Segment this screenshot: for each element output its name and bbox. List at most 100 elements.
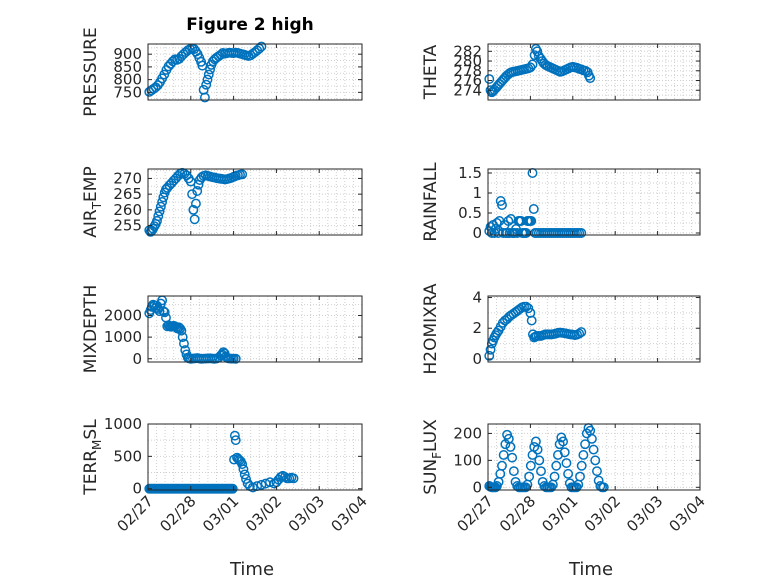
subplot-8: 0 100 200 SUNFLUX 02/27 02/28 03/01 03/02 03/03 0…: [421, 419, 709, 580]
data-point: [265, 477, 275, 488]
y-axis-label: MIXDEPTH: [81, 285, 101, 374]
data-point: [551, 460, 562, 471]
data-point: [189, 214, 200, 225]
y-tick-label: 1.5: [458, 164, 482, 182]
y-axis-label: AIRTEMP: [81, 166, 104, 237]
y-tick-label: 0: [472, 224, 482, 242]
data-point: [203, 69, 214, 80]
data-point: [586, 433, 597, 444]
data-point: [576, 228, 587, 238]
data-point: [227, 483, 238, 494]
data-point: [525, 62, 536, 73]
y-tick-label: 2000: [104, 306, 142, 324]
data-point: [157, 197, 168, 207]
y-tick-label: 0: [472, 478, 482, 496]
series-markers: [484, 301, 587, 361]
data-point: [484, 74, 495, 85]
data-point: [524, 471, 535, 482]
series-markers: [144, 430, 299, 494]
data-point: [563, 468, 574, 479]
data-point: [588, 444, 599, 455]
series-markers: [484, 43, 596, 98]
y-tick-label: 500: [113, 447, 142, 465]
axes-box: [487, 295, 701, 363]
data-point: [497, 460, 507, 471]
y-tick-label: 900: [113, 45, 142, 63]
x-axis-label: Time: [229, 559, 274, 580]
series-markers: [144, 295, 241, 364]
y-tick-label: 274: [453, 81, 482, 99]
y-tick-label: 200: [453, 424, 482, 442]
axes-box: [147, 423, 363, 491]
data-point: [536, 466, 546, 477]
x-tick-label: 02/27: [114, 492, 157, 535]
data-point: [199, 92, 210, 103]
x-tick-label: 02/27: [454, 492, 497, 535]
data-point: [526, 315, 537, 326]
data-point: [237, 169, 248, 180]
y-tick-label: 265: [113, 185, 142, 203]
data-point: [152, 215, 162, 226]
data-point: [498, 450, 509, 460]
y-tick-label: 850: [113, 58, 142, 76]
plot-area: [148, 424, 362, 490]
data-point: [256, 479, 267, 490]
data-point: [159, 307, 170, 318]
x-tick-label: 03/02: [242, 492, 285, 535]
data-point: [558, 436, 568, 447]
y-tick-label: 0: [132, 480, 142, 498]
y-tick-label: 270: [113, 169, 142, 187]
data-point: [549, 471, 560, 482]
y-axis-label: H2OMIXRA: [421, 283, 441, 374]
axes-box: [487, 423, 701, 491]
y-tick-label: 0: [472, 350, 482, 368]
data-point: [598, 482, 609, 493]
data-point: [590, 455, 601, 466]
y-tick-label: 2: [472, 319, 482, 337]
data-point: [175, 323, 186, 334]
data-point: [497, 200, 507, 210]
axes-box: [147, 43, 363, 101]
data-point: [177, 332, 188, 343]
y-axis-label: PRESSURE: [81, 27, 101, 116]
series-markers: [144, 167, 248, 237]
x-tick-label: 02/28: [156, 492, 199, 535]
x-tick-label: 02/28: [496, 492, 539, 535]
data-point: [237, 459, 248, 470]
data-point: [153, 211, 164, 222]
y-tick-label: 750: [113, 83, 142, 101]
data-point: [192, 186, 203, 196]
data-point: [205, 64, 216, 75]
x-tick-label: 03/02: [581, 492, 624, 535]
y-tick-label: 1: [472, 184, 482, 202]
data-point: [230, 435, 241, 446]
chart-title: Figure 2 high: [186, 15, 314, 35]
data-point: [247, 482, 258, 493]
data-point: [239, 469, 250, 480]
data-point: [525, 460, 536, 471]
x-axis-label: Time: [568, 559, 613, 580]
data-point: [229, 430, 240, 441]
series-markers: [144, 41, 267, 103]
y-tick-label: 255: [113, 217, 142, 235]
data-point: [484, 350, 495, 361]
data-point: [288, 473, 299, 484]
data-point: [561, 458, 572, 469]
y-tick-label: 0.5: [458, 204, 482, 222]
axes-box: [487, 43, 701, 101]
data-point: [574, 328, 585, 339]
data-point: [190, 198, 201, 209]
data-point: [238, 464, 249, 475]
data-point: [576, 460, 587, 471]
y-tick-label: 100: [453, 451, 482, 469]
data-point: [559, 447, 570, 458]
data-point: [155, 201, 166, 212]
data-point: [230, 353, 241, 364]
data-point: [592, 466, 602, 477]
data-point: [187, 189, 198, 200]
data-point: [585, 73, 596, 84]
axes-box: [487, 168, 701, 236]
